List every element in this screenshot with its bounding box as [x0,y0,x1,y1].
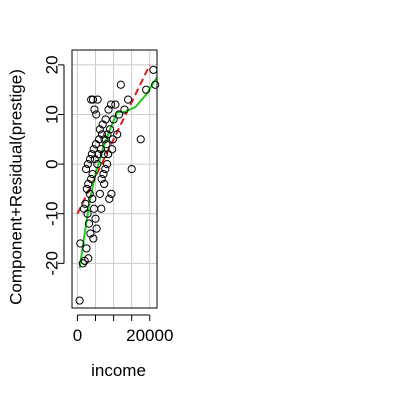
data-point [82,184,91,194]
data-point [111,100,120,109]
data-point [142,85,151,94]
data-point [83,209,92,218]
linear-fit-line [76,64,151,215]
data-point [101,164,110,174]
data-point [90,105,99,114]
data-point [102,160,112,169]
data-point [103,130,112,139]
data-point [81,199,90,208]
data-point [97,174,106,184]
data-point [84,254,93,263]
data-point [136,135,145,144]
data-point [127,164,136,174]
data-point [89,204,99,213]
data-point [84,219,94,228]
x-tick-label-0: 0 [73,326,82,345]
data-point [94,150,103,159]
data-point [95,189,104,198]
data-point [95,125,104,134]
y-tick-label-1: -10 [43,201,62,226]
data-point [92,110,101,119]
data-point [106,100,116,109]
data-point [82,244,91,253]
x-axis-label: income [91,361,146,380]
y-axis: -20 -10 0 10 20 [43,55,65,276]
data-point [120,105,129,114]
data-point [96,145,106,154]
data-point [88,95,98,104]
data-point [86,229,95,238]
data-point [87,150,96,159]
data-point [97,204,106,213]
y-tick-label-3: 10 [43,105,62,124]
data-point [116,80,125,89]
data-point [98,120,107,129]
data-point [99,150,108,159]
plot-frame [71,49,158,309]
data-point [101,115,110,124]
data-point [76,239,85,248]
data-point [108,135,117,144]
data-point [151,80,160,89]
y-axis-label: Component+Residual(prestige) [7,69,26,305]
data-point [100,135,109,144]
data-point [79,204,89,213]
data-point [104,150,113,159]
data-point [89,234,98,243]
data-point [123,95,133,104]
data-point [97,130,107,139]
data-point [105,194,114,203]
data-point [93,95,102,104]
y-tick-label-4: 20 [43,55,62,74]
data-points [75,65,160,305]
grid-lines [72,50,157,308]
y-tick-label-2: 0 [43,159,62,168]
y-tick-label-0: -20 [43,251,62,276]
data-point [93,160,102,169]
data-point [105,125,115,134]
data-point [108,145,117,154]
data-point [99,169,108,179]
data-point [149,65,158,74]
data-point [92,224,101,233]
data-point [85,189,94,198]
data-point [88,194,97,203]
data-point [109,115,118,124]
data-point [84,179,93,189]
x-axis: 0 20000 [73,314,173,345]
data-point [114,110,124,119]
data-point [95,135,104,144]
data-point [78,259,87,268]
x-tick-label-1: 20000 [126,326,173,345]
data-point [85,155,95,164]
data-point [91,214,100,223]
data-point [102,140,111,149]
data-point [83,160,93,169]
data-point [104,105,113,114]
data-point [107,189,116,198]
data-point [75,296,84,305]
data-point [87,174,96,184]
data-point [113,130,122,139]
data-point [100,179,109,189]
data-point [88,169,97,179]
data-point [82,164,91,174]
